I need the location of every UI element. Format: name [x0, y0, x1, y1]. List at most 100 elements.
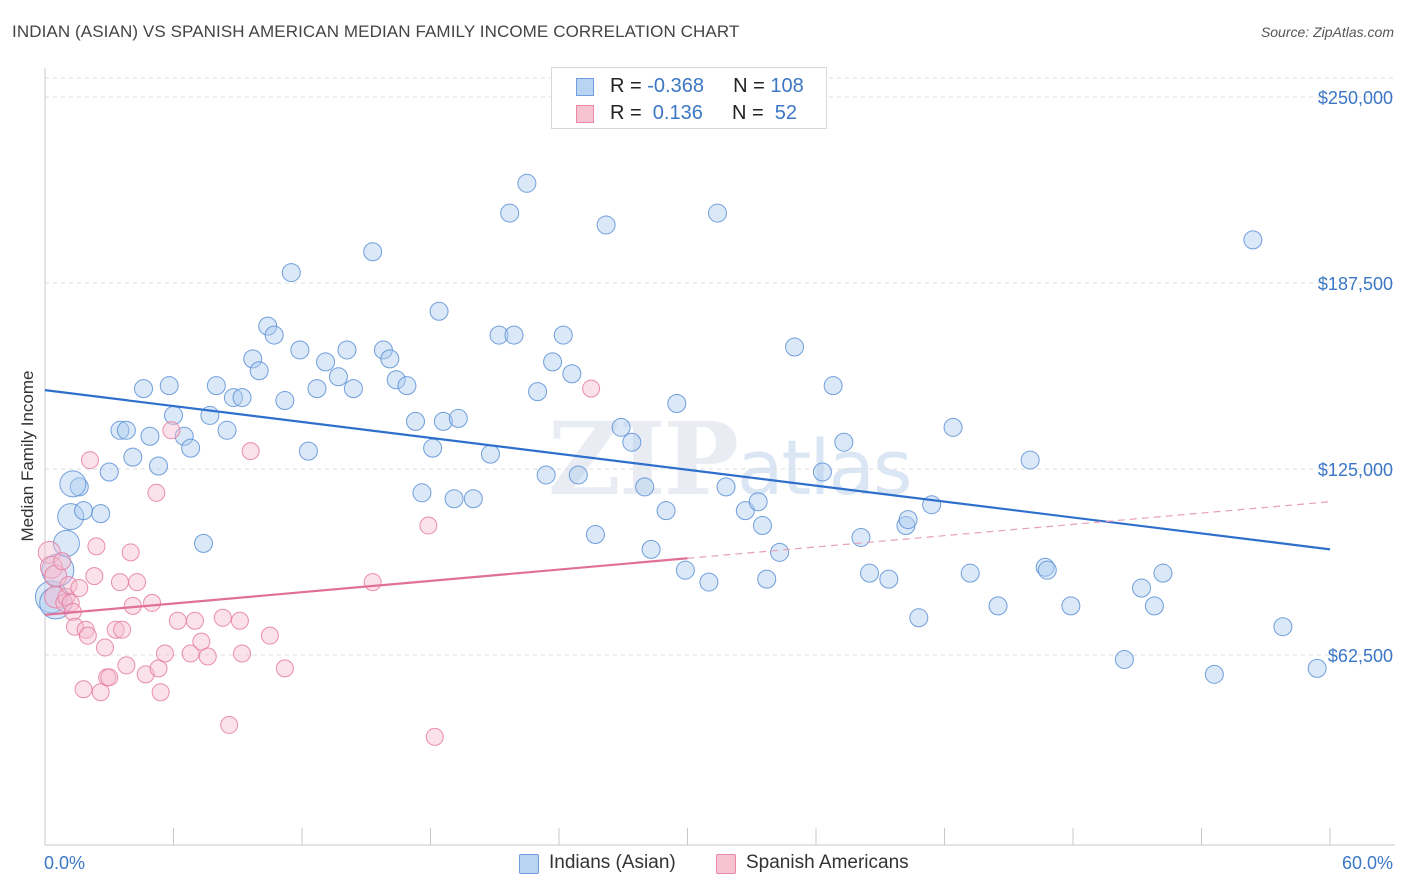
legend-n-value: 52: [769, 102, 798, 124]
indians-point: [748, 492, 768, 512]
y-tick-label: $62,500: [1328, 646, 1393, 666]
spanish-point: [220, 715, 239, 734]
spanish-point: [44, 585, 68, 609]
spanish-point: [363, 573, 382, 592]
indians-point: [656, 501, 676, 521]
indians-point: [328, 367, 348, 387]
legend-swatch-spanish: [716, 854, 736, 874]
indians-point: [536, 465, 556, 485]
legend-swatch-spanish: [576, 105, 594, 123]
indians-point: [1243, 230, 1263, 250]
spanish-point: [121, 543, 140, 562]
indians-point: [1307, 658, 1327, 678]
indians-point: [943, 417, 963, 437]
chart-source: Source: ZipAtlas.com: [1260, 24, 1394, 40]
legend-swatch-indians: [576, 78, 594, 96]
spanish-point: [117, 656, 136, 675]
indians-point: [568, 465, 588, 485]
indians-point: [110, 420, 130, 440]
indians-point: [290, 340, 310, 360]
indians-point: [298, 441, 318, 461]
legend-label-indians: Indians (Asian): [549, 852, 676, 873]
indians-point: [757, 569, 777, 589]
indians-point: [707, 203, 727, 223]
y-tick-label: $187,500: [1318, 274, 1393, 294]
indians-point: [1035, 557, 1055, 577]
indians-point: [480, 444, 500, 464]
indians-point: [397, 376, 417, 396]
legend-r-value: -0.368: [647, 75, 704, 97]
chart-title: INDIAN (ASIAN) VS SPANISH AMERICAN MEDIA…: [12, 22, 740, 41]
spanish-point: [233, 644, 252, 663]
spanish-point: [100, 668, 119, 687]
indians-point: [243, 349, 263, 369]
spanish-point: [155, 644, 174, 663]
indians-point: [611, 417, 631, 437]
indians-point: [851, 527, 871, 547]
indians-point: [812, 462, 832, 482]
indians-point: [307, 379, 327, 399]
indians-trendline: [44, 389, 1331, 551]
spanish-point: [85, 567, 104, 586]
spanish-point: [113, 620, 132, 639]
indians-point: [635, 477, 655, 497]
indians-point: [517, 173, 537, 193]
y-axis-label: Median Family Income: [18, 370, 37, 542]
indians-point: [1020, 450, 1040, 470]
indians-point: [1132, 578, 1152, 598]
spanish-point: [74, 680, 93, 699]
spanish-point: [425, 727, 444, 746]
indians-point: [823, 376, 843, 396]
spanish-point: [59, 576, 78, 595]
indians-point: [193, 533, 213, 553]
spanish-point: [230, 611, 249, 630]
indians-point: [716, 477, 736, 497]
legend-n-value: 108: [770, 75, 804, 97]
indians-point: [860, 563, 880, 583]
spanish-point: [128, 573, 147, 592]
indians-point: [448, 408, 468, 428]
indians-point: [543, 352, 563, 372]
indians-point: [159, 376, 179, 396]
spanish-point: [87, 537, 106, 556]
spanish-point: [185, 611, 204, 630]
spanish-point: [143, 593, 162, 612]
indians-point: [834, 432, 854, 452]
indians-point: [960, 563, 980, 583]
indians-point: [59, 470, 87, 498]
indians-point: [74, 501, 94, 521]
indians-point: [412, 483, 432, 503]
indians-point: [667, 394, 687, 414]
x-tick-label: 0.0%: [44, 853, 85, 873]
indians-point: [1204, 664, 1224, 684]
spanish-point: [151, 683, 170, 702]
y-tick-label: $250,000: [1318, 88, 1393, 108]
indians-point: [562, 364, 582, 384]
watermark: ZIPatlas: [548, 400, 913, 518]
legend-swatch-indians: [519, 854, 539, 874]
indians-point: [316, 352, 336, 372]
spanish-point: [162, 421, 181, 440]
legend-label-spanish: Spanish Americans: [746, 852, 909, 873]
spanish-point: [95, 638, 114, 657]
indians-point: [879, 569, 899, 589]
spanish-point: [110, 573, 129, 592]
indians-point: [116, 420, 136, 440]
indians-point: [500, 203, 520, 223]
indians-point: [281, 263, 301, 283]
y-tick-label: $125,000: [1318, 460, 1393, 480]
indians-point: [1273, 617, 1293, 637]
indians-point: [504, 325, 524, 345]
indians-point: [123, 447, 143, 467]
spanish-trendline: [44, 557, 688, 616]
indians-point: [217, 420, 237, 440]
indians-point: [232, 388, 252, 408]
indians-point: [337, 340, 357, 360]
indians-point: [380, 349, 400, 369]
spanish-point: [80, 451, 99, 470]
indians-point: [988, 596, 1008, 616]
watermark-zip: ZIP: [548, 400, 739, 518]
indians-point: [641, 539, 661, 559]
legend-n-label: N =: [731, 102, 764, 124]
indians-point: [57, 503, 85, 531]
